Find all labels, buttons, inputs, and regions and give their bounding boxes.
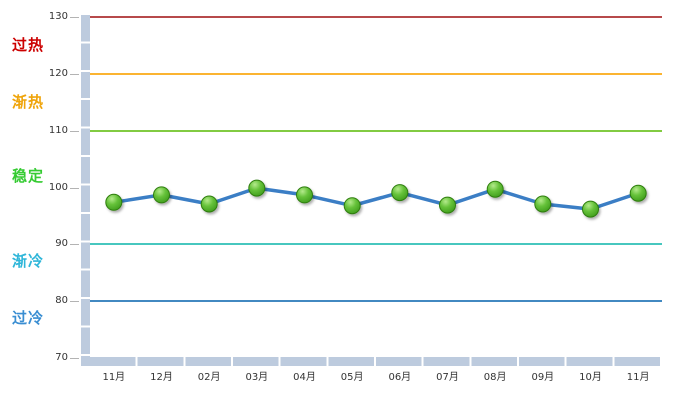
threshold-line-110: [90, 129, 662, 132]
x-axis-label: 06月: [388, 372, 412, 383]
x-axis-label: 02月: [197, 372, 221, 383]
y-axis-tick-label: 120: [48, 67, 68, 79]
x-axis-band: [90, 357, 662, 366]
y-axis-tick-label: 130: [48, 11, 68, 22]
x-axis-label: 07月: [436, 372, 459, 383]
data-point-marker-03月[interactable]: [248, 179, 266, 197]
y-axis-tick-mark: [70, 301, 79, 303]
data-point-marker-11月[interactable]: [105, 193, 123, 211]
threshold-line-130: [90, 16, 662, 18]
x-axis-label: 08月: [483, 372, 507, 383]
y-axis-tick-mark: [70, 17, 79, 18]
threshold-line-120: [90, 72, 662, 75]
x-axis-label: 04月: [293, 372, 316, 383]
data-point-marker-02月[interactable]: [200, 195, 218, 213]
zone-label-4: 渐冷: [12, 252, 45, 271]
threshold-line-80: [90, 300, 662, 303]
data-point-marker-04月[interactable]: [296, 186, 313, 204]
y-axis-tick-label: 100: [48, 181, 68, 193]
data-point-marker-05月[interactable]: [343, 197, 361, 215]
x-axis-label: 11月: [626, 372, 650, 383]
y-axis-band: [81, 15, 90, 366]
zone-label-1: 过热: [12, 36, 45, 55]
y-axis-tick-label: 70: [55, 352, 68, 363]
data-point-marker-07月[interactable]: [439, 196, 456, 214]
data-point-marker-10月[interactable]: [582, 200, 599, 218]
y-axis-tick-label: 80: [55, 295, 68, 307]
x-axis-label: 09月: [531, 372, 555, 383]
y-axis-tick-mark: [70, 73, 79, 75]
x-axis-label: 12月: [150, 372, 173, 383]
x-axis-label: 05月: [340, 372, 364, 383]
data-point-marker-12月[interactable]: [153, 186, 170, 204]
y-axis-tick-mark: [70, 358, 79, 359]
y-axis-tick-label: 90: [55, 238, 68, 250]
y-axis-tick-mark: [70, 244, 79, 246]
zone-label-3: 稳定: [12, 167, 45, 186]
series-line: [112, 186, 640, 211]
y-axis-tick-mark: [70, 130, 79, 132]
y-axis-tick-mark: [70, 187, 79, 189]
zone-label-2: 渐热: [12, 93, 45, 112]
data-point-marker-08月[interactable]: [486, 180, 504, 198]
y-axis-tick-label: 110: [48, 124, 68, 136]
threshold-line-90: [90, 243, 662, 246]
x-axis-label: 11月: [102, 372, 126, 383]
data-point-marker-06月[interactable]: [391, 184, 409, 202]
x-axis-label: 10月: [579, 372, 602, 383]
zone-label-5: 过冷: [12, 309, 45, 328]
data-point-marker-11月[interactable]: [629, 184, 647, 202]
data-point-marker-09月[interactable]: [534, 195, 552, 213]
x-axis-label: 03月: [245, 372, 269, 383]
